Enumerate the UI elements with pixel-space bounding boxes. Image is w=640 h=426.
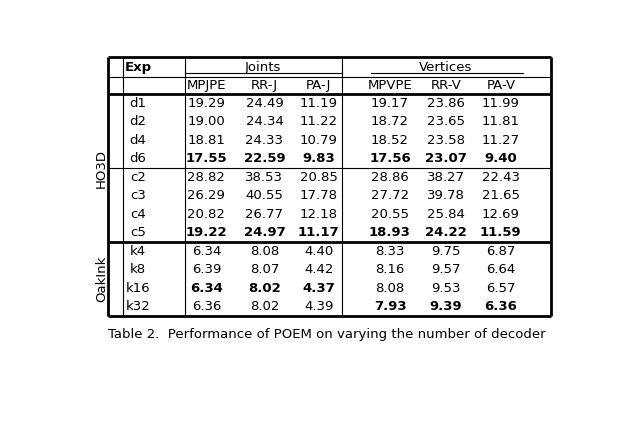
Text: 11.81: 11.81 (482, 115, 520, 129)
Text: k32: k32 (125, 300, 150, 313)
Text: c4: c4 (131, 208, 146, 221)
Text: 6.39: 6.39 (191, 263, 221, 276)
Text: 8.07: 8.07 (250, 263, 279, 276)
Text: Vertices: Vertices (419, 61, 472, 74)
Text: 9.53: 9.53 (431, 282, 461, 295)
Text: 8.08: 8.08 (376, 282, 404, 295)
Text: RR-V: RR-V (430, 79, 461, 92)
Text: d4: d4 (130, 134, 147, 147)
Text: 9.75: 9.75 (431, 245, 461, 258)
Text: d1: d1 (130, 97, 147, 110)
Text: Joints: Joints (244, 61, 281, 74)
Text: 20.85: 20.85 (300, 171, 338, 184)
Text: c2: c2 (130, 171, 146, 184)
Text: 17.56: 17.56 (369, 153, 411, 165)
Text: 8.16: 8.16 (375, 263, 404, 276)
Text: 20.82: 20.82 (188, 208, 225, 221)
Text: 40.55: 40.55 (246, 190, 284, 202)
Text: 6.64: 6.64 (486, 263, 515, 276)
Text: 23.65: 23.65 (427, 115, 465, 129)
Text: 9.83: 9.83 (302, 153, 335, 165)
Text: 4.37: 4.37 (302, 282, 335, 295)
Text: 18.52: 18.52 (371, 134, 409, 147)
Text: 18.72: 18.72 (371, 115, 409, 129)
Text: 7.93: 7.93 (374, 300, 406, 313)
Text: 27.72: 27.72 (371, 190, 409, 202)
Text: 11.17: 11.17 (298, 226, 339, 239)
Text: 9.40: 9.40 (484, 153, 517, 165)
Text: k16: k16 (126, 282, 150, 295)
Text: 19.17: 19.17 (371, 97, 409, 110)
Text: 11.59: 11.59 (480, 226, 522, 239)
Text: 6.57: 6.57 (486, 282, 516, 295)
Text: 17.55: 17.55 (186, 153, 227, 165)
Text: 6.36: 6.36 (484, 300, 517, 313)
Text: k4: k4 (130, 245, 146, 258)
Text: 18.81: 18.81 (188, 134, 225, 147)
Text: 6.36: 6.36 (191, 300, 221, 313)
Text: Table 2.  Performance of POEM on varying the number of decoder: Table 2. Performance of POEM on varying … (108, 328, 545, 341)
Text: d2: d2 (130, 115, 147, 129)
Text: 8.08: 8.08 (250, 245, 279, 258)
Text: Exp: Exp (125, 61, 152, 74)
Text: 8.02: 8.02 (250, 300, 279, 313)
Text: MPJPE: MPJPE (187, 79, 226, 92)
Text: 20.55: 20.55 (371, 208, 409, 221)
Text: OakInk: OakInk (95, 256, 108, 302)
Text: 24.97: 24.97 (244, 226, 285, 239)
Text: 19.29: 19.29 (188, 97, 225, 110)
Text: 12.18: 12.18 (300, 208, 338, 221)
Text: 4.42: 4.42 (304, 263, 333, 276)
Text: MPVPE: MPVPE (367, 79, 412, 92)
Text: 4.40: 4.40 (304, 245, 333, 258)
Text: 26.77: 26.77 (246, 208, 284, 221)
Text: 11.19: 11.19 (300, 97, 338, 110)
Text: 19.22: 19.22 (186, 226, 227, 239)
Text: 25.84: 25.84 (427, 208, 465, 221)
Text: 6.34: 6.34 (191, 245, 221, 258)
Text: 23.86: 23.86 (427, 97, 465, 110)
Text: 12.69: 12.69 (482, 208, 520, 221)
Text: 11.22: 11.22 (300, 115, 338, 129)
Text: 23.58: 23.58 (427, 134, 465, 147)
Text: 17.78: 17.78 (300, 190, 338, 202)
Text: 6.34: 6.34 (190, 282, 223, 295)
Text: 10.79: 10.79 (300, 134, 338, 147)
Text: 24.22: 24.22 (425, 226, 467, 239)
Text: PA-J: PA-J (306, 79, 332, 92)
Text: PA-V: PA-V (486, 79, 515, 92)
Text: 22.43: 22.43 (482, 171, 520, 184)
Text: 11.99: 11.99 (482, 97, 520, 110)
Text: 19.00: 19.00 (188, 115, 225, 129)
Text: 26.29: 26.29 (188, 190, 225, 202)
Text: 24.34: 24.34 (246, 115, 284, 129)
Text: RR-J: RR-J (251, 79, 278, 92)
Text: c3: c3 (130, 190, 146, 202)
Text: 11.27: 11.27 (482, 134, 520, 147)
Text: 8.02: 8.02 (248, 282, 281, 295)
Text: 38.27: 38.27 (427, 171, 465, 184)
Text: 39.78: 39.78 (427, 190, 465, 202)
Text: 23.07: 23.07 (425, 153, 467, 165)
Text: c5: c5 (130, 226, 146, 239)
Text: 8.33: 8.33 (375, 245, 404, 258)
Text: 22.59: 22.59 (244, 153, 285, 165)
Text: 24.49: 24.49 (246, 97, 284, 110)
Text: HO3D: HO3D (95, 149, 108, 188)
Text: 9.57: 9.57 (431, 263, 461, 276)
Text: 4.39: 4.39 (304, 300, 333, 313)
Text: 24.33: 24.33 (246, 134, 284, 147)
Text: 28.82: 28.82 (188, 171, 225, 184)
Text: d6: d6 (130, 153, 147, 165)
Text: 6.87: 6.87 (486, 245, 515, 258)
Text: 38.53: 38.53 (246, 171, 284, 184)
Text: 18.93: 18.93 (369, 226, 411, 239)
Text: 21.65: 21.65 (482, 190, 520, 202)
Text: 28.86: 28.86 (371, 171, 409, 184)
Text: 9.39: 9.39 (429, 300, 462, 313)
Text: k8: k8 (130, 263, 146, 276)
